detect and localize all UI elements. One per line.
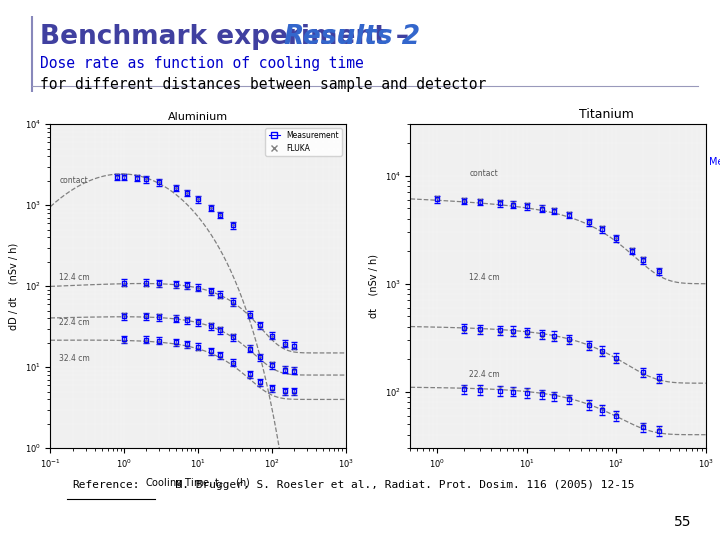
- Text: 55: 55: [674, 515, 691, 529]
- Text: 12.4 cm: 12.4 cm: [469, 273, 500, 282]
- Text: contact: contact: [59, 176, 88, 185]
- Title: Aluminium: Aluminium: [168, 112, 228, 122]
- Text: Results 2: Results 2: [284, 24, 420, 50]
- Text: 32.4 cm: 32.4 cm: [59, 354, 90, 363]
- Text: Dose rate as function of cooling time: Dose rate as function of cooling time: [40, 56, 364, 71]
- Legend: Measurement, FLUKA: Measurement, FLUKA: [266, 128, 342, 156]
- Text: contact: contact: [469, 169, 498, 178]
- Text: Reference:: Reference:: [72, 480, 140, 490]
- Text: M. Brugger, S. Roesler et al., Radiat. Prot. Dosim. 116 (2005) 12-15: M. Brugger, S. Roesler et al., Radiat. P…: [162, 480, 634, 490]
- X-axis label: Cooling Time, t$_c$    (h): Cooling Time, t$_c$ (h): [145, 476, 251, 490]
- Y-axis label: dt    (nSv / h): dt (nSv / h): [369, 254, 379, 318]
- Text: 22.4 cm: 22.4 cm: [469, 370, 500, 379]
- Text: Measu: Measu: [708, 157, 720, 167]
- Text: 12.4 cm: 12.4 cm: [59, 273, 90, 282]
- Y-axis label: dD / dt    (nSv / h): dD / dt (nSv / h): [9, 242, 19, 330]
- Text: Titanium: Titanium: [579, 109, 634, 122]
- Text: Benchmark experiment –: Benchmark experiment –: [40, 24, 418, 50]
- Text: 22.4 cm: 22.4 cm: [59, 318, 90, 327]
- Text: for different distances between sample and detector: for different distances between sample a…: [40, 77, 486, 92]
